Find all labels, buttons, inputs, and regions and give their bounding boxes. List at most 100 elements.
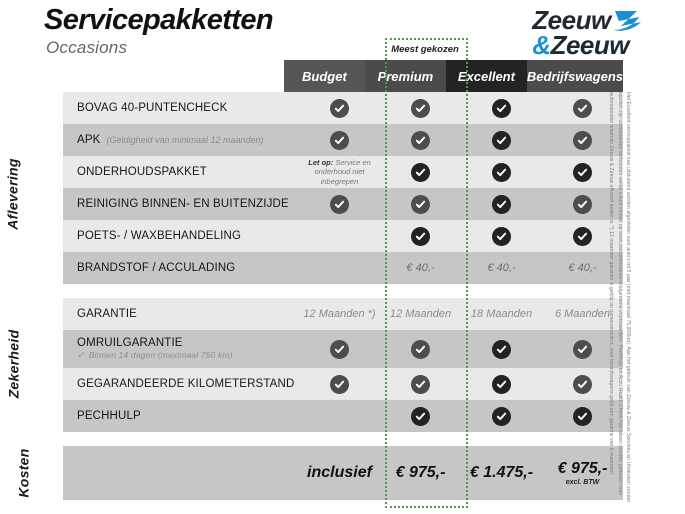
section-label-zekerheid-text: Zekerheid — [5, 329, 22, 399]
check-icon — [330, 339, 349, 359]
check-icon — [573, 162, 592, 182]
omruilgarantie-subnote: ✓ Binnen 14 dagen (maximaal 750 km) — [77, 350, 299, 361]
cell-brandstof-budget — [299, 252, 380, 284]
column-header-budget[interactable]: Budget — [283, 60, 365, 92]
header-spacer — [63, 60, 284, 92]
cell-bovag-excellent — [461, 92, 542, 124]
check-small-icon: ✓ — [77, 350, 85, 360]
cell-omruil-premium — [380, 330, 461, 368]
row-label-garantie: GARANTIE — [77, 308, 137, 320]
cell-bovag-bedrijfswagens — [542, 92, 623, 124]
row-label-onderhoudspakket: ONDERHOUDSPAKKET — [77, 166, 207, 178]
table-row: BOVAG 40-PUNTENCHECK — [63, 92, 623, 124]
check-icon — [330, 130, 349, 150]
row-label-bovag: BOVAG 40-PUNTENCHECK — [77, 102, 228, 114]
logo-line-2: &Zeeuw — [532, 29, 630, 60]
row-label-reiniging: REINIGING BINNEN- EN BUITENZIJDE — [77, 198, 289, 210]
check-icon — [411, 339, 430, 359]
check-icon — [411, 374, 430, 394]
garantie-excellent-value: 18 Maanden — [470, 308, 533, 320]
cell-apk-premium — [380, 124, 461, 156]
check-icon — [411, 162, 430, 182]
cell-reiniging-premium — [380, 188, 461, 220]
price-premium: € 975,- — [395, 464, 446, 481]
row-label-brandstof: BRANDSTOF / ACCULADING — [77, 262, 236, 274]
check-icon — [330, 98, 349, 118]
column-header-bedrijfswagens[interactable]: Bedrijfswagens — [526, 60, 623, 92]
check-icon — [573, 406, 592, 426]
check-icon — [573, 339, 592, 359]
cell-brandstof-premium: € 40,- — [380, 252, 461, 284]
cell-onderhoud-bedrijfswagens — [542, 156, 623, 188]
table-row: PECHHULP — [63, 400, 623, 432]
row-label-apk-text: APK — [77, 134, 101, 146]
page-subtitle: Occasions — [46, 38, 128, 57]
section-label-zekerheid: Zekerheid — [0, 300, 62, 428]
logo-line-1: Zeeuw — [532, 5, 611, 35]
price-bedrijfswagens: € 975,- — [557, 460, 608, 477]
cell-apk-bedrijfswagens — [542, 124, 623, 156]
check-icon — [573, 374, 592, 394]
cell-omruil-bedrijfswagens — [542, 330, 623, 368]
cell-price-bedrijfswagens: € 975,- excl. BTW — [542, 446, 623, 500]
cell-poets-excellent — [461, 220, 542, 252]
cell-omruil-budget — [299, 330, 380, 368]
check-icon — [492, 162, 511, 182]
logo-line-2-text: Zeeuw — [550, 29, 630, 60]
cell-garantie-excellent: 18 Maanden — [461, 298, 542, 330]
section-gap — [63, 284, 623, 298]
check-icon — [492, 226, 511, 246]
row-label-omruilgarantie-text: OMRUILGARANTIE — [77, 337, 183, 349]
cell-price-budget: inclusief — [299, 446, 380, 500]
cell-poets-bedrijfswagens — [542, 220, 623, 252]
table-row: OMRUILGARANTIE ✓ Binnen 14 dagen (maximaal… — [63, 330, 623, 368]
table-row: GEGARANDEERDE KILOMETERSTAND — [63, 368, 623, 400]
check-icon — [411, 130, 430, 150]
price-budget: inclusief — [307, 464, 372, 481]
section-label-aflevering-text: Aflevering — [4, 158, 21, 230]
column-header-premium[interactable]: Premium — [364, 60, 446, 92]
cell-garantie-premium: 12 Maanden — [380, 298, 461, 330]
cell-poets-budget — [299, 220, 380, 252]
cell-km-premium — [380, 368, 461, 400]
check-icon — [411, 194, 430, 214]
cell-pechhulp-budget — [299, 400, 380, 432]
cell-garantie-bedrijfswagens: 6 Maanden — [542, 298, 623, 330]
garantie-budget-value: 12 Maanden *) — [303, 308, 376, 320]
cell-pechhulp-premium — [380, 400, 461, 432]
brandstof-bedrijfswagens-price: € 40,- — [568, 262, 597, 274]
brandstof-premium-price: € 40,- — [406, 262, 435, 274]
fineprint-disclaimer: Het Excellent servicepakket kan uitsluit… — [608, 92, 631, 503]
section-label-kosten-text: Kosten — [15, 448, 32, 498]
table-row: ONDERHOUDSPAKKET Let op: Service en onde… — [63, 156, 623, 188]
table-row: GARANTIE 12 Maanden *) 12 Maanden 18 Maa… — [63, 298, 623, 330]
row-label-apk: APK (Geldigheid van minimaal 12 maanden) — [63, 134, 299, 146]
check-icon — [330, 374, 349, 394]
cell-poets-premium — [380, 220, 461, 252]
cell-bovag-budget — [299, 92, 380, 124]
check-icon — [492, 98, 511, 118]
cell-onderhoud-budget: Let op: Service en onderhoud niet inbegr… — [299, 156, 380, 188]
comparison-table: Budget Premium Excellent Bedrijfswagens … — [63, 60, 623, 500]
cell-onderhoud-excellent — [461, 156, 542, 188]
garantie-bedrijfswagens-value: 6 Maanden — [554, 308, 611, 320]
table-row: REINIGING BINNEN- EN BUITENZIJDE — [63, 188, 623, 220]
row-label-apk-note: (Geldigheid van minimaal 12 maanden) — [106, 135, 264, 145]
table-row: APK (Geldigheid van minimaal 12 maanden) — [63, 124, 623, 156]
column-header-excellent[interactable]: Excellent — [445, 60, 527, 92]
check-icon — [411, 98, 430, 118]
onderhoud-note-bold: Let op: — [308, 157, 334, 167]
section-gap — [63, 432, 623, 446]
logo-swoosh-icon — [613, 11, 641, 31]
check-icon — [492, 406, 511, 426]
row-label-poets: POETS- / WAXBEHANDELING — [77, 230, 242, 242]
section-label-aflevering: Aflevering — [0, 96, 62, 292]
cell-price-premium: € 975,- — [380, 446, 461, 500]
cell-reiniging-budget — [299, 188, 380, 220]
row-label-kilometerstand: GEGARANDEERDE KILOMETERSTAND — [77, 378, 295, 390]
garantie-premium-value: 12 Maanden — [389, 308, 452, 320]
page-title: Servicepakketten — [44, 4, 274, 36]
section-label-kosten: Kosten — [0, 442, 62, 504]
cell-pechhulp-excellent — [461, 400, 542, 432]
